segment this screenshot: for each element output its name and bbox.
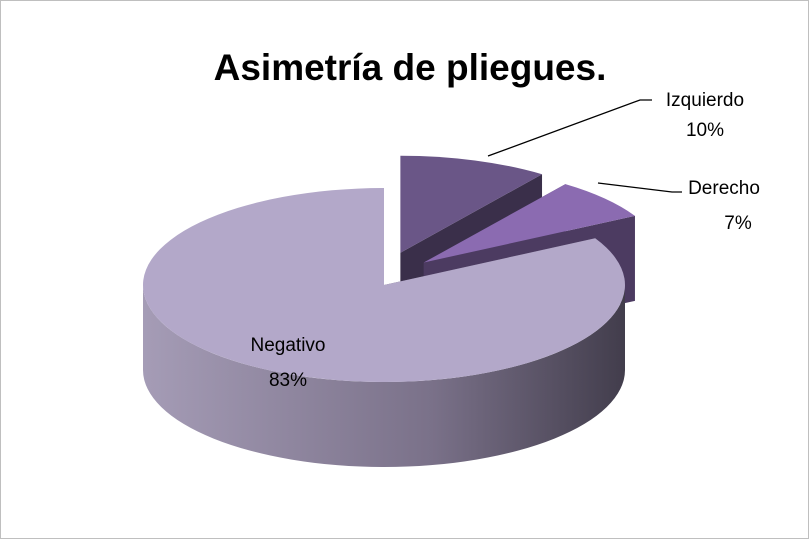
leader-line [597, 182, 682, 193]
pie [143, 155, 635, 467]
slice-group [143, 188, 626, 467]
slice-label: Negativo [251, 335, 326, 356]
pie-slice [143, 188, 626, 382]
pie-slice [423, 184, 635, 263]
slice-value-label: 7% [724, 213, 752, 234]
slice-value-label: 10% [686, 120, 724, 141]
slice-label: Derecho [688, 178, 760, 199]
slice-value-label: 83% [269, 370, 307, 391]
slice-side [143, 285, 625, 467]
pie-slice [400, 155, 543, 253]
slice-label: Izquierdo [666, 90, 744, 111]
leader-line [487, 99, 652, 157]
chart-title: Asimetría de pliegues. [214, 47, 607, 88]
